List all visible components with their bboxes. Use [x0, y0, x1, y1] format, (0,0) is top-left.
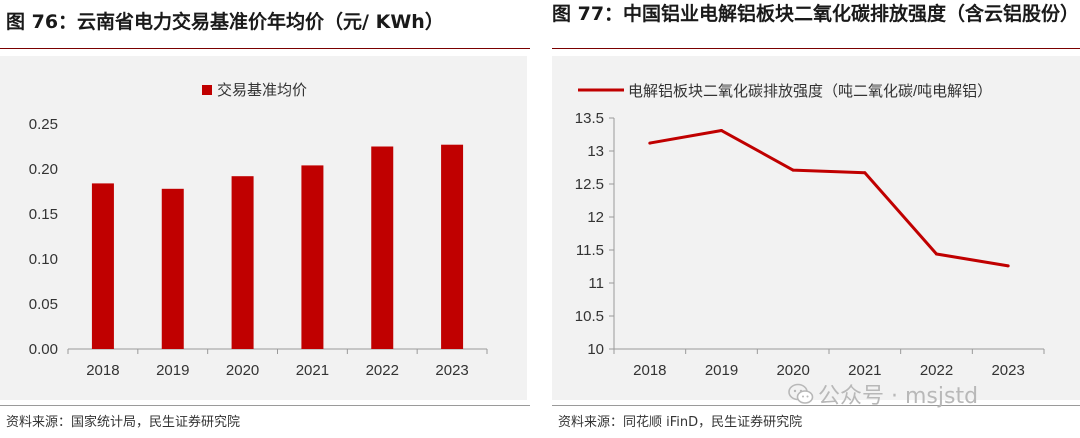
- right-chart-panel: 电解铝板块二氧化碳排放强度（吨二氧化碳/吨电解铝） 10 10.5 11 11.5 12 1…: [552, 56, 1080, 400]
- bar-2018: [91, 183, 114, 349]
- y-tick-label: 0.20: [29, 161, 58, 178]
- bar-2021: [301, 165, 324, 349]
- x-tick-label: 2021: [296, 362, 329, 379]
- watermark: 公众号 · msjstd: [788, 378, 978, 410]
- right-source-rule: [552, 405, 1080, 406]
- data-point-2022: [935, 252, 938, 256]
- bar-2023: [441, 144, 464, 349]
- left-chart-panel: 交易基准均价 0.00 0.05 0.10 0.15 0.20 0.25 2018 2019 20…: [0, 56, 527, 400]
- watermark-text: 公众号 · msjstd: [818, 384, 979, 409]
- bar-2022: [371, 146, 394, 349]
- x-tick-label: 2018: [86, 362, 119, 379]
- legend-label: 电解铝板块二氧化碳排放强度（吨二氧化碳/吨电解铝）: [628, 82, 992, 100]
- bar-2020: [231, 176, 254, 349]
- x-tick-label: 2019: [705, 362, 738, 379]
- right-source-note: 资料来源：同花顺 iFinD，民生证券研究院: [558, 415, 803, 430]
- x-tick-label: 2020: [226, 362, 259, 379]
- x-tick-label: 2019: [156, 362, 189, 379]
- x-tick-label: 2021: [848, 362, 881, 379]
- y-tick-label: 0.15: [29, 206, 58, 223]
- left-title-rule: [0, 48, 530, 49]
- legend-label: 交易基准均价: [217, 81, 307, 99]
- left-source-rule: [0, 405, 530, 406]
- line-chart: 电解铝板块二氧化碳排放强度（吨二氧化碳/吨电解铝） 10 10.5 11 11.5 12 1…: [575, 82, 1045, 379]
- y-tick-label: 10.5: [575, 308, 604, 325]
- data-point-2020: [791, 168, 795, 172]
- x-tick-label: 2020: [776, 362, 809, 379]
- y-tick-label: 13.5: [575, 110, 604, 127]
- left-source-note: 资料来源：国家统计局，民生证券研究院: [6, 415, 241, 430]
- right-title-rule: [552, 48, 1080, 49]
- x-tick-label: 2022: [366, 362, 399, 379]
- y-tick-label: 0.05: [29, 296, 58, 313]
- bar-chart: 交易基准均价 0.00 0.05 0.10 0.15 0.20 0.25 2018 2019 20…: [29, 81, 488, 379]
- x-tick-label: 2018: [633, 362, 666, 379]
- y-tick-label: 10: [587, 341, 604, 358]
- y-tick-label: 11.5: [576, 242, 604, 259]
- data-point-2023: [1006, 264, 1010, 268]
- y-tick-label: 12.5: [575, 176, 604, 193]
- wechat-icon: [788, 383, 814, 404]
- right-chart-title: 图 77：中国铝业电解铝板块二氧化碳排放强度（含云铝股份）: [552, 3, 1080, 25]
- y-tick-label: 0.00: [29, 341, 58, 358]
- left-chart-title: 图 76：云南省电力交易基准价年均价（元/ KWh）: [6, 11, 444, 33]
- y-tick-label: 0.25: [29, 116, 58, 133]
- emission-series-line: [649, 129, 1009, 268]
- x-tick-label: 2023: [435, 362, 468, 379]
- y-tick-label: 11: [588, 275, 604, 292]
- y-tick-label: 0.10: [29, 251, 58, 268]
- bar-2019: [161, 188, 184, 349]
- legend-swatch: [202, 85, 212, 95]
- data-point-2018: [648, 141, 652, 145]
- y-tick-label: 13: [587, 143, 604, 160]
- x-tick-label: 2022: [920, 362, 953, 379]
- y-tick-label: 12: [587, 209, 604, 226]
- data-point-2021: [863, 171, 867, 175]
- data-point-2019: [720, 129, 723, 133]
- x-tick-label: 2023: [991, 362, 1024, 379]
